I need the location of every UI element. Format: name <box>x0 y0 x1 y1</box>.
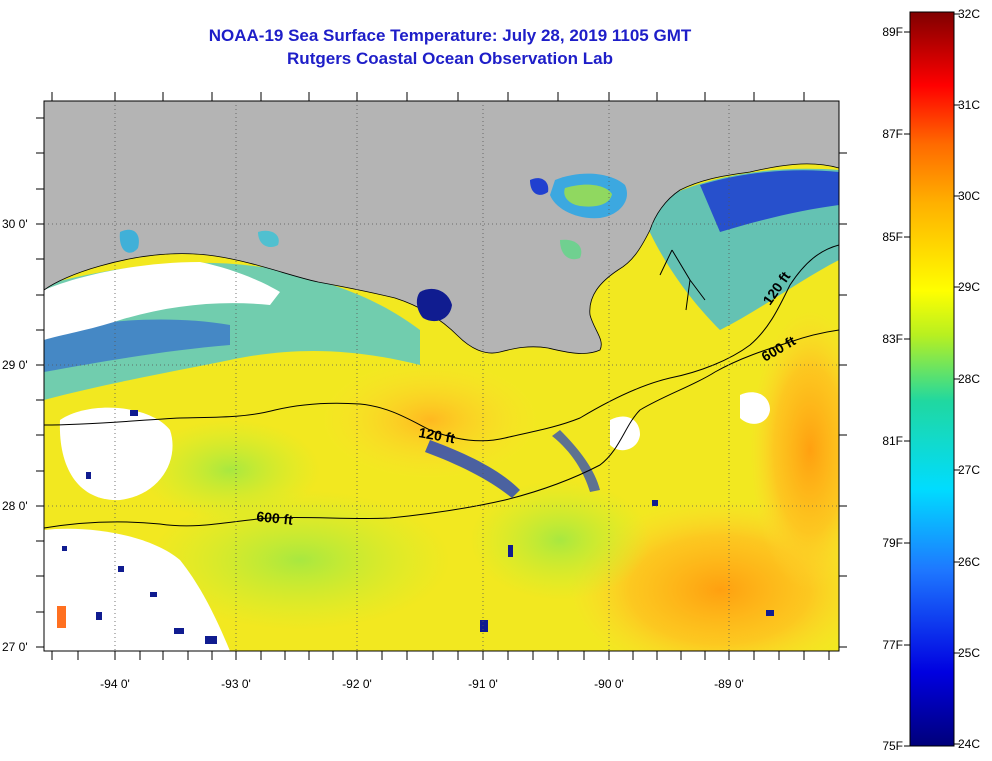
map-frame <box>43 100 840 652</box>
colorbar-f-89: 89F <box>882 25 903 39</box>
colorbar-f-77: 77F <box>882 638 903 652</box>
colorbar-ticks <box>904 13 960 747</box>
colorbar-f-83: 83F <box>882 332 903 346</box>
lon-label-89: -89 0' <box>714 677 744 691</box>
inland-lake <box>560 239 582 260</box>
no-data-cloud <box>610 416 640 451</box>
no-data-cloud <box>44 528 230 651</box>
colorbar-f-85: 85F <box>882 230 903 244</box>
lat-label-29: 29 0' <box>2 358 28 372</box>
lat-label-28: 28 0' <box>2 499 28 513</box>
contour-label-120ft-west: 120 ft <box>417 424 456 446</box>
no-data-cloud <box>44 262 280 340</box>
lat-label-30: 30 0' <box>2 217 28 231</box>
colorbar <box>909 11 955 747</box>
colorbar-f-75: 75F <box>882 739 903 753</box>
cool-water-patch <box>140 420 320 520</box>
lat-label-27: 27 0' <box>2 640 28 654</box>
mississippi-delta <box>659 249 706 311</box>
inland-lake <box>119 229 139 253</box>
colorbar-f-79: 79F <box>882 536 903 550</box>
inland-lake <box>530 178 549 195</box>
axis-ticks <box>36 92 847 660</box>
coastline <box>44 163 839 354</box>
colorbar-c-31: 31C <box>958 98 980 112</box>
lon-label-91: -91 0' <box>468 677 498 691</box>
colorbar-f-81: 81F <box>882 434 903 448</box>
warm-pixel-anomaly <box>57 606 66 628</box>
cool-water-patch <box>150 490 450 630</box>
map-subtitle: Rutgers Coastal Ocean Observation Lab <box>287 49 613 68</box>
cold-streak <box>425 440 520 498</box>
contour-600ft <box>44 329 839 529</box>
no-data-cloud <box>740 392 770 424</box>
lon-label-93: -93 0' <box>221 677 251 691</box>
lon-label-92: -92 0' <box>342 677 372 691</box>
colorbar-c-26: 26C <box>958 555 980 569</box>
warm-water-patch <box>320 360 540 480</box>
lon-label-94: -94 0' <box>100 677 130 691</box>
colorbar-c-28: 28C <box>958 372 980 386</box>
land-mass <box>44 101 839 354</box>
nearshore-cold-band <box>44 319 230 372</box>
colorbar-c-32: 32C <box>958 7 980 21</box>
map-title: NOAA-19 Sea Surface Temperature: July 28… <box>208 26 692 45</box>
colorbar-c-29: 29C <box>958 280 980 294</box>
cold-streak <box>552 430 600 492</box>
graticule <box>44 101 839 651</box>
cool-water-patch <box>470 480 650 600</box>
inland-bay <box>416 288 452 322</box>
colorbar-c-24: 24C <box>958 737 980 751</box>
colorbar-c-25: 25C <box>958 646 980 660</box>
colorbar-c-27: 27C <box>958 463 980 477</box>
warm-water-patch <box>750 310 839 590</box>
inland-lake <box>564 184 612 207</box>
contour-120ft <box>44 244 839 442</box>
cold-pixel-speckles <box>62 410 774 644</box>
nearshore-cold-band <box>700 170 839 232</box>
colorbar-f-87: 87F <box>882 127 903 141</box>
contour-label-600ft-west: 600 ft <box>256 508 294 528</box>
sst-map <box>44 101 839 651</box>
lon-label-90: -90 0' <box>594 677 624 691</box>
colorbar-c-30: 30C <box>958 189 980 203</box>
inland-lake <box>258 230 279 248</box>
